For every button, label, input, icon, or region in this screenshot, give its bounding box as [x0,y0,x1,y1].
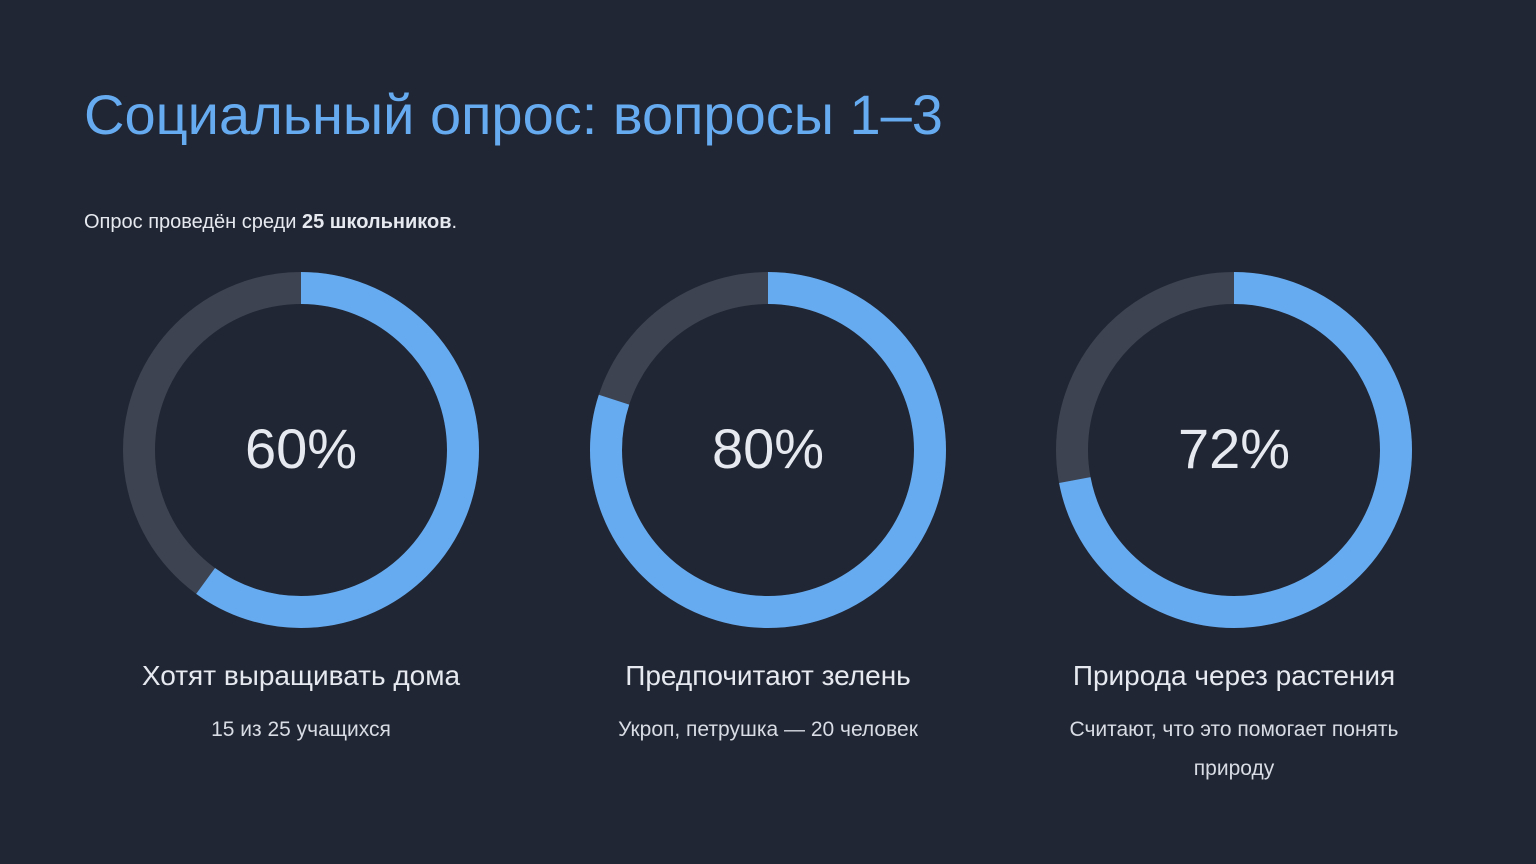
card-label-1: Хотят выращивать дома [141,660,461,691]
card-caption-2: Укроп, петрушка — 20 человек [618,718,918,741]
donut-chart-1: 60% [123,272,479,628]
card-caption-3: Считают, что это помогает понять природу [1069,718,1399,780]
card-label-3: Природа через растения [1072,660,1396,691]
donut-value-arc-2 [590,272,946,628]
donut-chart-3: 72% [1056,272,1412,628]
subtitle-suffix: . [451,211,458,233]
donut-percent-label-1: 60% [245,417,357,480]
survey-card-2: 80% Предпочитают зелень Укроп, петрушка … [548,270,988,749]
donut-chart-2: 80% [590,272,946,628]
subtitle-prefix: Опрос проведён среди [84,211,297,233]
donut-value-arc-3 [1056,272,1412,628]
survey-card-3: 72% Природа через растения Считают, что … [1014,270,1454,788]
card-caption-1: 15 из 25 учащихся [211,718,391,741]
donut-value-arc-1 [123,272,479,628]
survey-card-1: 60% Хотят выращивать дома 15 из 25 учащи… [81,270,521,749]
donut-percent-label-3: 72% [1178,417,1290,480]
card-label-2: Предпочитают зелень [625,660,911,691]
survey-subtitle: Опрос проведён среди 25 школьников. [84,208,457,236]
subtitle-bold: 25 школьников [301,211,452,233]
page-title: Социальный опрос: вопросы 1–3 [84,83,943,146]
donut-percent-label-2: 80% [712,417,824,480]
